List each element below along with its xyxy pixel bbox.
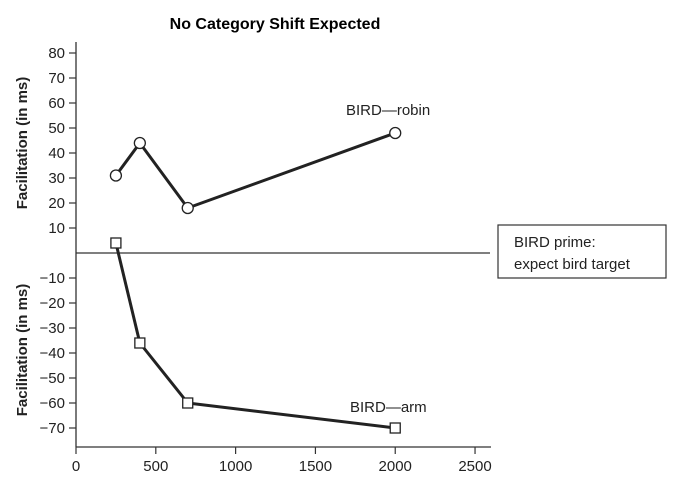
data-point-circle	[109, 169, 123, 182]
chart-title: No Category Shift Expected	[170, 16, 381, 33]
x-tick-label: 500	[143, 458, 168, 475]
annotation-line-1: BIRD prime:	[514, 234, 596, 251]
y-tick-label: 70	[48, 70, 65, 87]
y-tick-label: −50	[40, 370, 65, 387]
x-tick-label: 2500	[458, 458, 491, 475]
annotation-box: BIRD prime: expect bird target	[497, 224, 667, 279]
y-tick-label: 60	[48, 95, 65, 112]
data-point-circle	[133, 136, 146, 150]
series-label: BIRD—arm	[350, 399, 427, 416]
series-line-robin	[114, 131, 396, 210]
data-point-circle	[389, 126, 402, 140]
y-tick-label: 40	[48, 145, 65, 162]
x-tick-label: 2000	[379, 458, 412, 475]
y-tick-label: −10	[40, 270, 65, 287]
y-axis-label-bottom: Facilitation (in ms)	[14, 284, 31, 417]
annotation-frame	[497, 224, 667, 279]
y-tick-label: 10	[48, 220, 65, 237]
data-point-square	[110, 237, 122, 249]
x-tick-label: 1000	[219, 458, 252, 475]
x-tick-label: 0	[72, 458, 80, 475]
series-label: BIRD—robin	[346, 102, 430, 119]
y-tick-label: −20	[40, 295, 65, 312]
data-point-circle	[181, 201, 194, 215]
y-tick-label: 80	[48, 45, 65, 62]
y-axis-label-top: Facilitation (in ms)	[14, 77, 31, 210]
data-point-square	[182, 397, 194, 409]
annotation-line-2: expect bird target	[514, 256, 631, 273]
y-tick-label: −30	[40, 320, 65, 337]
y-tick-label: 50	[48, 120, 65, 137]
y-tick-label: 20	[48, 195, 65, 212]
series-line-arm	[114, 242, 396, 430]
x-tick-label: 1500	[299, 458, 332, 475]
data-point-square	[389, 422, 401, 434]
y-tick-label: 30	[48, 170, 65, 187]
y-tick-label: −60	[40, 395, 65, 412]
y-tick-label: −70	[40, 420, 65, 437]
data-point-square	[134, 337, 146, 349]
y-tick-label: −40	[40, 345, 65, 362]
